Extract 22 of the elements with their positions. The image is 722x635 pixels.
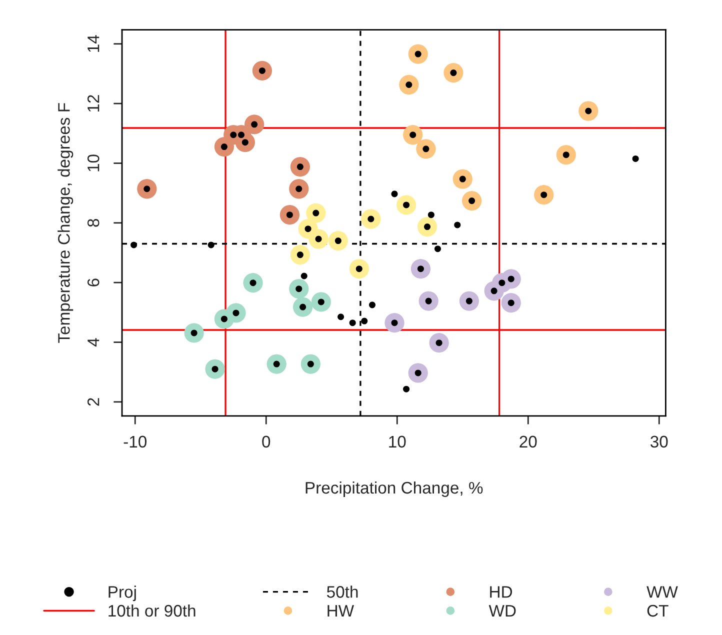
- y-tick-label: 12: [87, 95, 100, 112]
- x-tick-label: 20: [520, 436, 537, 448]
- y-axis-title: Temperature Change, degrees F: [58, 103, 74, 343]
- y-tick-label: 6: [87, 278, 100, 286]
- legend-label: 10th or 90th: [108, 604, 196, 617]
- legend-label: 50th: [326, 586, 358, 598]
- y-tick-label: 2: [87, 398, 100, 406]
- legend-label: HW: [328, 605, 354, 617]
- x-tick-label: 30: [650, 436, 668, 448]
- legend-label: CT: [647, 604, 668, 617]
- legend-label: WW: [646, 586, 678, 598]
- legend-label: Proj: [108, 586, 136, 602]
- x-axis-title: Precipitation Change, %: [306, 481, 483, 497]
- legend-label: HD: [490, 586, 512, 598]
- y-tick-label: 10: [87, 154, 100, 172]
- legend-label: WD: [488, 605, 516, 617]
- x-tick-label: -10: [124, 436, 147, 448]
- y-tick-label: 4: [88, 338, 100, 346]
- y-tick-label: 8: [87, 218, 100, 227]
- y-tick-label: 14: [88, 35, 100, 52]
- x-tick-label: 10: [389, 436, 406, 448]
- x-tick-label: 0: [262, 436, 270, 448]
